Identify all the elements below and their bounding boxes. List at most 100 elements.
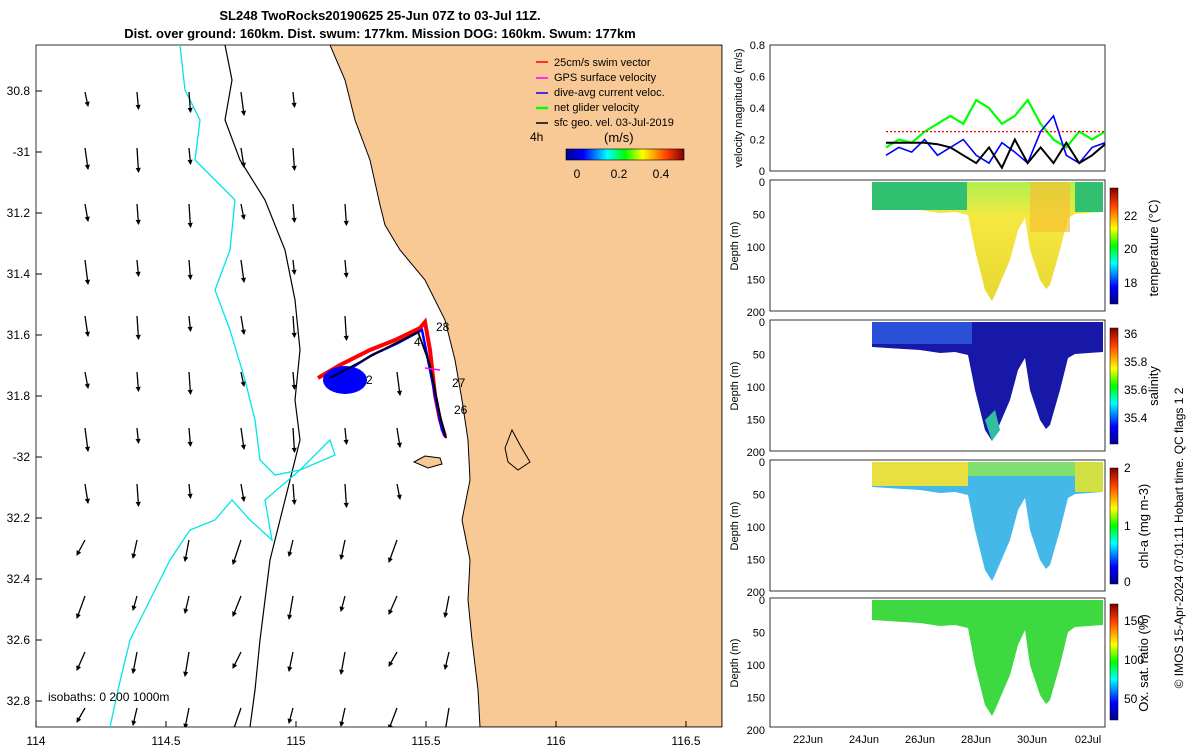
- depth-y-tick-label: 150: [747, 693, 765, 705]
- temperature-cbar-tick-0: 22: [1124, 209, 1138, 223]
- date-x-tick-label: 30Jun: [1017, 734, 1047, 746]
- depth-y-tick-label: 0: [759, 317, 765, 329]
- velocity-frame: [769, 44, 1106, 172]
- geo-arrow: [187, 259, 193, 281]
- date-x-tick-label: 24Jun: [849, 734, 879, 746]
- chla-ylabel: Depth (m): [729, 502, 741, 551]
- map-y-tick-label: 32.8: [7, 694, 31, 708]
- geo-arrow: [343, 315, 349, 342]
- oxygen-cbar-tick-2: 50: [1124, 692, 1138, 706]
- geo-arrow: [135, 315, 141, 341]
- salinity-cbar-tick-2: 35.6: [1124, 383, 1148, 397]
- geo-arrow: [135, 147, 141, 174]
- geo-arrow: [84, 371, 90, 390]
- legend-swim: 25cm/s swim vector: [554, 57, 651, 69]
- geo-arrow: [84, 259, 91, 286]
- geo-arrow: [240, 371, 246, 388]
- velocity-y-tick-label: 0.6: [750, 72, 765, 84]
- geo-arrow: [287, 539, 294, 558]
- geo-arrow: [76, 651, 86, 671]
- geo-arrow: [388, 595, 398, 615]
- geo-arrow: [240, 203, 246, 221]
- salinity-surface: [872, 322, 972, 344]
- depth-y-tick-label: 200: [747, 307, 765, 319]
- salinity-cbar-tick-1: 35.8: [1124, 355, 1148, 369]
- geo-arrow: [232, 595, 242, 617]
- geo-arrow: [131, 539, 138, 560]
- geo-arrow: [183, 707, 190, 727]
- depth-y-tick-label: 150: [747, 415, 765, 427]
- geostrophic-arrows: [75, 91, 450, 727]
- map-x-tick-label: 114.5: [151, 734, 180, 748]
- island-garden: [504, 428, 531, 471]
- map-y-tick-label: 32.6: [7, 633, 31, 647]
- time-scale-label: 4h: [530, 130, 543, 144]
- geo-arrow: [339, 595, 346, 613]
- oxygen-section: [872, 600, 1103, 716]
- map-cbar-tick-0: 0: [574, 167, 581, 181]
- salinity-section: [872, 322, 1103, 441]
- geo-arrow: [291, 259, 297, 276]
- geo-arrow: [135, 427, 141, 445]
- map-y-tick-label: 31.4: [7, 267, 31, 281]
- date-x-tick-label: 02Jul: [1075, 734, 1101, 746]
- date-x-tick-label: 28Jun: [961, 734, 991, 746]
- geo-arrow: [291, 427, 297, 454]
- date-x-tick-label: 22Jun: [793, 734, 823, 746]
- legend-net: net glider velocity: [554, 102, 639, 114]
- velocity-y-axis: 0 0.2 0.4 0.6 0.8: [750, 40, 765, 178]
- geo-arrow: [232, 651, 242, 669]
- map-y-tick-label: 31.2: [7, 206, 31, 220]
- geo-arrow: [135, 91, 141, 111]
- depth-y-tick-label: 100: [747, 242, 765, 254]
- chla-panel: 0 50 100 150 200 Depth (m) 2 1 0 chl-a (mg m…: [729, 457, 1151, 599]
- geo-arrow: [291, 91, 297, 109]
- geo-arrow: [443, 595, 450, 619]
- isobath-legend: isobaths: 0 200 1000m: [48, 690, 169, 704]
- geo-arrow: [343, 483, 349, 509]
- geo-arrow: [291, 371, 297, 391]
- geo-arrow: [396, 483, 402, 501]
- map-x-axis: 114 114.5 115 115.5 116 116.5: [26, 721, 701, 748]
- geo-arrow: [187, 427, 193, 448]
- geo-arrow: [187, 315, 193, 333]
- map-colorbar: [565, 148, 685, 161]
- geo-arrow: [443, 651, 450, 671]
- geo-arrow: [187, 147, 193, 166]
- geo-arrow: [84, 483, 90, 505]
- map-y-tick-label: 30.8: [7, 84, 31, 98]
- geo-arrow: [76, 539, 86, 556]
- chla-colorbar: [1109, 467, 1119, 585]
- chla-surface-band: [968, 462, 1103, 476]
- salinity-cbar-tick-0: 36: [1124, 327, 1138, 341]
- temperature-ylabel: Depth (m): [729, 222, 741, 271]
- geo-arrow: [291, 203, 297, 224]
- geo-arrow: [396, 371, 403, 397]
- chla-y-axis: 0 50 100 150 200: [747, 457, 765, 599]
- map-x-tick-label: 116.5: [671, 734, 700, 748]
- map-cbar-tick-2: 0.4: [653, 167, 670, 181]
- geo-arrow: [343, 259, 349, 279]
- day-label-2: 2: [366, 373, 373, 387]
- salinity-panel: 0 50 100 150 200 Depth (m) 36 35.8 35.6 35.4…: [729, 317, 1161, 459]
- map-x-tick-label: 115: [286, 734, 305, 748]
- glider-track-depthavg: [324, 328, 448, 439]
- temperature-colorbar: [1109, 187, 1119, 305]
- day-label-26: 26: [454, 403, 468, 417]
- temperature-cbar-tick-1: 20: [1124, 242, 1138, 256]
- oxygen-panel: 0 50 100 150 200 Depth (m) 150 100 50 Ox. sa…: [729, 595, 1151, 737]
- geo-arrow: [131, 651, 138, 675]
- temperature-warm-core: [1030, 182, 1070, 232]
- velocity-line-geostrophic: [886, 137, 1106, 170]
- day-label-4: 4: [414, 335, 421, 349]
- gps-velocity-vector: [424, 367, 441, 371]
- geo-arrow: [287, 651, 294, 673]
- velocity-ylabel: velocity magnitude (m/s): [733, 48, 745, 167]
- chla-section: [872, 462, 1103, 581]
- chla-cbar-label: chl-a (mg m-3): [1136, 484, 1151, 569]
- map-y-tick-label: 32.4: [7, 572, 31, 586]
- depth-y-tick-label: 150: [747, 555, 765, 567]
- geo-arrow: [231, 707, 242, 727]
- geo-arrow: [445, 707, 450, 727]
- geo-arrow: [187, 91, 193, 114]
